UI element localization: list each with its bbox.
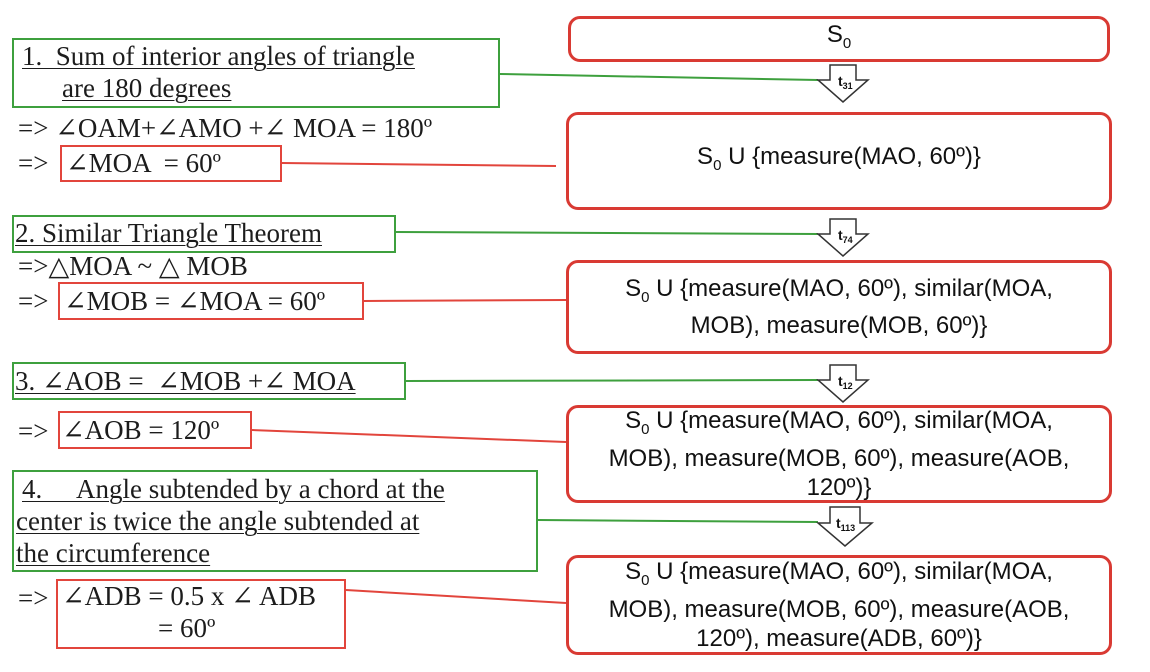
state-box-3: S0 U {measure(MAO, 60º), similar(MOA, MO… bbox=[566, 405, 1112, 503]
result-box-4 bbox=[56, 579, 346, 649]
result-box-1 bbox=[60, 145, 282, 182]
theorem-box-3 bbox=[12, 362, 406, 400]
theorem-1-line-1: 1. Sum of interior angles of triangle bbox=[22, 41, 415, 71]
transition-label-3: t12 bbox=[838, 373, 853, 391]
state-box-1: S0 U {measure(MAO, 60º)} bbox=[566, 112, 1112, 210]
transition-arrow-4: t113 bbox=[816, 506, 875, 547]
transition-label-2: t74 bbox=[838, 227, 853, 245]
transition-arrow-3: t12 bbox=[816, 364, 870, 403]
state-3-text: S0 U {measure(MAO, 60º), similar(MOA, MO… bbox=[608, 407, 1070, 501]
theorem-3-line-1: 3. ∠AOB = ∠MOB +∠ MOA bbox=[15, 366, 356, 396]
state-box-2: S0 U {measure(MAO, 60º), similar(MOA, MO… bbox=[566, 260, 1112, 354]
derivation-2-line-1: =>△MOA ~ △ MOB bbox=[18, 251, 248, 281]
derivation-1-line-1: => ∠OAM+∠AMO +∠ MOA = 180º bbox=[18, 113, 433, 143]
theorem-connector-1 bbox=[499, 73, 819, 81]
transition-arrow-2: t74 bbox=[816, 218, 870, 257]
state-box-4: S0 U {measure(MAO, 60º), similar(MOA, MO… bbox=[566, 555, 1112, 655]
theorem-box-1 bbox=[12, 38, 500, 108]
theorem-connector-4 bbox=[537, 519, 819, 523]
theorem-2-line-1: 2. Similar Triangle Theorem bbox=[15, 218, 322, 248]
theorem-connector-3 bbox=[405, 379, 819, 382]
state-4-text: S0 U {measure(MAO, 60º), similar(MOA, MO… bbox=[608, 558, 1070, 652]
transition-label-1: t31 bbox=[838, 73, 853, 91]
result-box-2 bbox=[58, 282, 364, 320]
theorem-4-line-1: 4. Angle subtended by a chord at the bbox=[22, 474, 445, 504]
result-1: ∠MOA = 60º bbox=[66, 148, 221, 178]
state-2-text: S0 U {measure(MAO, 60º), similar(MOA, MO… bbox=[625, 274, 1053, 340]
result-3: ∠AOB = 120º bbox=[62, 415, 220, 445]
derivation-4-arrow: => bbox=[18, 583, 49, 613]
theorem-box-2 bbox=[12, 215, 396, 253]
result-4-line-1: ∠ADB = 0.5 x ∠ ADB bbox=[62, 581, 316, 611]
theorem-connector-2 bbox=[395, 231, 819, 235]
transition-label-4: t113 bbox=[836, 515, 855, 533]
result-connector-3 bbox=[251, 429, 567, 443]
theorem-box-4 bbox=[12, 470, 538, 572]
transition-arrow-1: t31 bbox=[816, 64, 870, 103]
result-connector-4 bbox=[345, 589, 567, 604]
derivation-2-arrow: => bbox=[18, 286, 49, 316]
result-2: ∠MOB = ∠MOA = 60º bbox=[64, 286, 326, 316]
result-4-line-2: = 60º bbox=[158, 613, 216, 643]
state-1-text: S0 U {measure(MAO, 60º)} bbox=[697, 143, 981, 174]
derivation-3-arrow: => bbox=[18, 416, 49, 446]
result-connector-1 bbox=[281, 162, 557, 167]
theorem-4-line-2: center is twice the angle subtended at bbox=[16, 506, 420, 536]
result-connector-2 bbox=[363, 299, 567, 302]
state-box-0: S0 bbox=[568, 16, 1110, 62]
derivation-1-arrow: => bbox=[18, 148, 49, 178]
theorem-4-line-3: the circumference bbox=[16, 538, 211, 568]
result-box-3 bbox=[58, 411, 252, 449]
state-0-text: S0 bbox=[826, 21, 852, 52]
theorem-1-line-2: are 180 degrees bbox=[62, 73, 232, 103]
